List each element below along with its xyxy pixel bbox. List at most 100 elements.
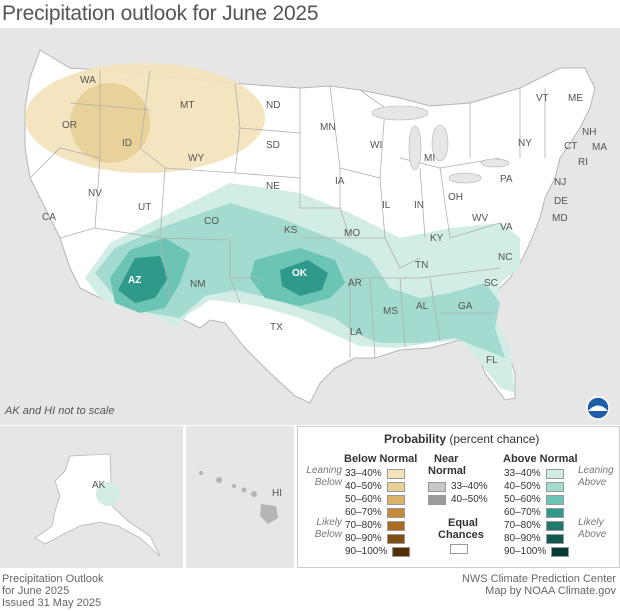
above-normal-label: 80–90% xyxy=(504,533,541,544)
below-normal-label: 70–80% xyxy=(345,520,382,531)
state-label-ia: IA xyxy=(335,176,345,187)
state-label-nj: NJ xyxy=(554,177,566,188)
likely-below-line2: Below xyxy=(314,529,342,540)
state-label-nc: NC xyxy=(498,252,512,263)
below-normal-label: 90–100% xyxy=(345,546,388,557)
below-normal-row: 60–70% xyxy=(345,506,410,519)
state-labels: WA OR ID MT ND MN WI MI NY VT ME NH MA C… xyxy=(42,75,607,366)
footer-left-line2: for June 2025 xyxy=(2,585,70,597)
state-label-de: DE xyxy=(554,196,568,207)
alaska-landmass xyxy=(34,453,161,557)
footer-right: NWS Climate Prediction Center Map by NOA… xyxy=(462,573,616,597)
state-label-va: VA xyxy=(500,222,513,233)
legend-title-bold: Probability xyxy=(384,432,447,446)
above-normal-row: 70–80% xyxy=(504,519,569,532)
legend: Probability (percent chance) Below Norma… xyxy=(297,426,620,568)
near-normal-row: 40–50% xyxy=(428,493,488,506)
equal-chances-heading-2: Chances xyxy=(438,529,484,541)
alaska-map-svg: AK xyxy=(34,453,161,557)
below-normal-label: 33–40% xyxy=(345,468,382,479)
state-label-wv: WV xyxy=(472,213,488,224)
state-label-id: ID xyxy=(122,138,132,149)
above-normal-row: 90–100% xyxy=(504,545,574,558)
above-normal-row: 60–70% xyxy=(504,506,569,519)
hawaii-islands xyxy=(199,471,278,524)
state-label-ar: AR xyxy=(348,278,362,289)
likely-above-line1: Likely xyxy=(578,517,604,528)
state-label-sc: SC xyxy=(484,278,498,289)
leaning-above-line2: Above xyxy=(578,477,607,488)
state-label-oh: OH xyxy=(448,192,463,203)
likely-above-line2: Above xyxy=(578,529,607,540)
state-label-ak: AK xyxy=(92,480,106,491)
legend-title-rest: (percent chance) xyxy=(449,432,540,446)
below-normal-swatch xyxy=(386,481,405,492)
below-normal-row: 33–40% xyxy=(345,467,410,480)
state-label-wy: WY xyxy=(188,153,204,164)
state-label-fl: FL xyxy=(486,355,498,366)
above-normal-label: 60–70% xyxy=(504,507,541,518)
leaning-below-label: Leaning Below xyxy=(304,465,342,489)
above-normal-swatch xyxy=(545,468,564,479)
state-label-ms: MS xyxy=(383,306,398,317)
near-normal-heading-2: Normal xyxy=(428,465,466,477)
below-normal-label: 80–90% xyxy=(345,533,382,544)
equal-chances-heading-1: Equal xyxy=(448,517,478,529)
state-label-wa: WA xyxy=(80,75,96,86)
below-normal-label: 40–50% xyxy=(345,481,382,492)
leaning-above-label: Leaning Above xyxy=(578,465,614,489)
state-label-wi: WI xyxy=(370,140,382,151)
above-normal-row: 80–90% xyxy=(504,532,569,545)
footer-left: Precipitation Outlook for June 2025 Issu… xyxy=(2,573,104,609)
state-label-mo: MO xyxy=(344,228,360,239)
conus-map-svg: WA OR ID MT ND MN WI MI NY VT ME NH MA C… xyxy=(24,49,610,420)
noaa-logo xyxy=(586,396,610,420)
footer-right-line2: Map by NOAA Climate.gov xyxy=(485,585,616,597)
state-label-hi: HI xyxy=(272,488,282,499)
state-label-ct: CT xyxy=(564,141,577,152)
likely-above-label: Likely Above xyxy=(578,517,606,541)
conus-map: WA OR ID MT ND MN WI MI NY VT ME NH MA C… xyxy=(0,28,620,425)
hawaii-map-svg: HI xyxy=(199,471,282,524)
state-label-pa: PA xyxy=(500,174,513,185)
state-label-me: ME xyxy=(568,93,583,104)
above-normal-swatch xyxy=(545,481,564,492)
above-normal-swatch xyxy=(545,494,564,505)
map-scale-note: AK and HI not to scale xyxy=(5,405,115,417)
state-label-ne: NE xyxy=(266,181,280,192)
below-normal-label: 60–70% xyxy=(345,507,382,518)
state-label-nv: NV xyxy=(88,188,102,199)
state-label-ny: NY xyxy=(518,138,532,149)
above-normal-row: 33–40% xyxy=(504,467,569,480)
below-normal-swatch xyxy=(386,533,405,544)
state-label-ky: KY xyxy=(430,233,444,244)
state-label-ca: CA xyxy=(42,212,56,223)
below-normal-row: 50–60% xyxy=(345,493,410,506)
state-label-al: AL xyxy=(416,301,429,312)
state-label-co: CO xyxy=(204,216,219,227)
leaning-below-line2: Below xyxy=(314,477,342,488)
near-normal-label: 33–40% xyxy=(451,481,488,492)
above-normal-label: 90–100% xyxy=(504,546,547,557)
state-label-vt: VT xyxy=(536,93,549,104)
state-label-or: OR xyxy=(62,120,77,131)
above-normal-label: 70–80% xyxy=(504,520,541,531)
state-label-la: LA xyxy=(350,327,363,338)
above-normal-label: 50–60% xyxy=(504,494,541,505)
page-title: Precipitation outlook for June 2025 xyxy=(2,2,319,25)
state-label-ok: OK xyxy=(292,268,308,279)
above-normal-zone-60-70 xyxy=(118,256,328,303)
state-label-tn: TN xyxy=(415,260,428,271)
state-label-nd: ND xyxy=(266,100,280,111)
hawaii-inset: HI xyxy=(186,426,294,568)
state-label-mi: MI xyxy=(424,153,435,164)
state-label-nh: NH xyxy=(582,127,596,138)
likely-below-label: Likely Below xyxy=(304,517,342,541)
footer-left-line3: Issued 31 May 2025 xyxy=(2,597,102,609)
below-normal-row: 80–90% xyxy=(345,532,410,545)
state-label-ga: GA xyxy=(458,301,473,312)
state-label-mt: MT xyxy=(180,100,194,111)
below-normal-row: 90–100% xyxy=(345,545,415,558)
below-normal-swatch xyxy=(392,546,411,557)
state-label-az: AZ xyxy=(128,275,141,286)
